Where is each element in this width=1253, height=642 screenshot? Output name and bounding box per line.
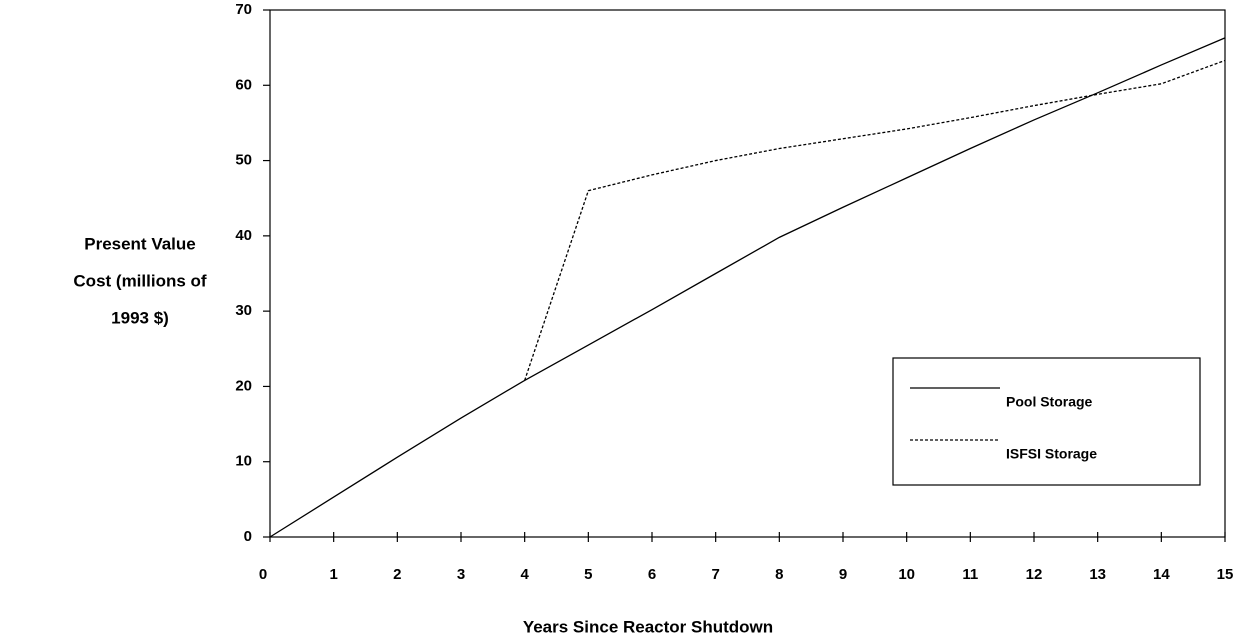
y-tick-label: 60: [235, 76, 252, 93]
x-tick-label: 13: [1089, 566, 1106, 583]
legend-label: Pool Storage: [1006, 394, 1093, 410]
legend-box: [892, 357, 1201, 486]
x-tick-label: 12: [1026, 566, 1043, 583]
x-tick-label: 5: [584, 566, 592, 583]
x-tick-label: 10: [898, 566, 915, 583]
y-axis-label: Cost (millions of: [73, 271, 207, 290]
plot-frame: [269, 9, 1226, 538]
x-axis-label: Years Since Reactor Shutdown: [523, 617, 773, 636]
y-tick-label: 50: [235, 152, 252, 169]
x-tick-label: 14: [1153, 566, 1170, 583]
y-tick-label: 40: [235, 227, 252, 244]
y-tick-label: 30: [235, 302, 252, 319]
x-tick-label: 7: [711, 566, 719, 583]
x-tick-label: 3: [457, 566, 465, 583]
data-line: [269, 37, 1226, 538]
y-axis-label: 1993 $): [111, 308, 169, 327]
x-tick-label: 6: [648, 566, 656, 583]
x-tick-label: 4: [520, 566, 529, 583]
x-tick-label: 11: [962, 566, 978, 583]
x-tick-label: 9: [839, 566, 847, 583]
y-axis-label: Present Value: [84, 234, 196, 253]
x-tick-label: 0: [259, 566, 267, 583]
y-tick-label: 10: [235, 453, 252, 470]
y-tick-label: 70: [235, 1, 252, 18]
x-tick-label: 15: [1217, 566, 1234, 583]
x-tick-label: 8: [775, 566, 783, 583]
x-tick-label: 2: [393, 566, 401, 583]
legend-label: ISFSI Storage: [1006, 446, 1097, 462]
x-tick-label: 1: [329, 566, 337, 583]
y-tick-label: 0: [244, 528, 252, 545]
data-line: [524, 59, 1226, 381]
y-tick-label: 20: [235, 377, 252, 394]
